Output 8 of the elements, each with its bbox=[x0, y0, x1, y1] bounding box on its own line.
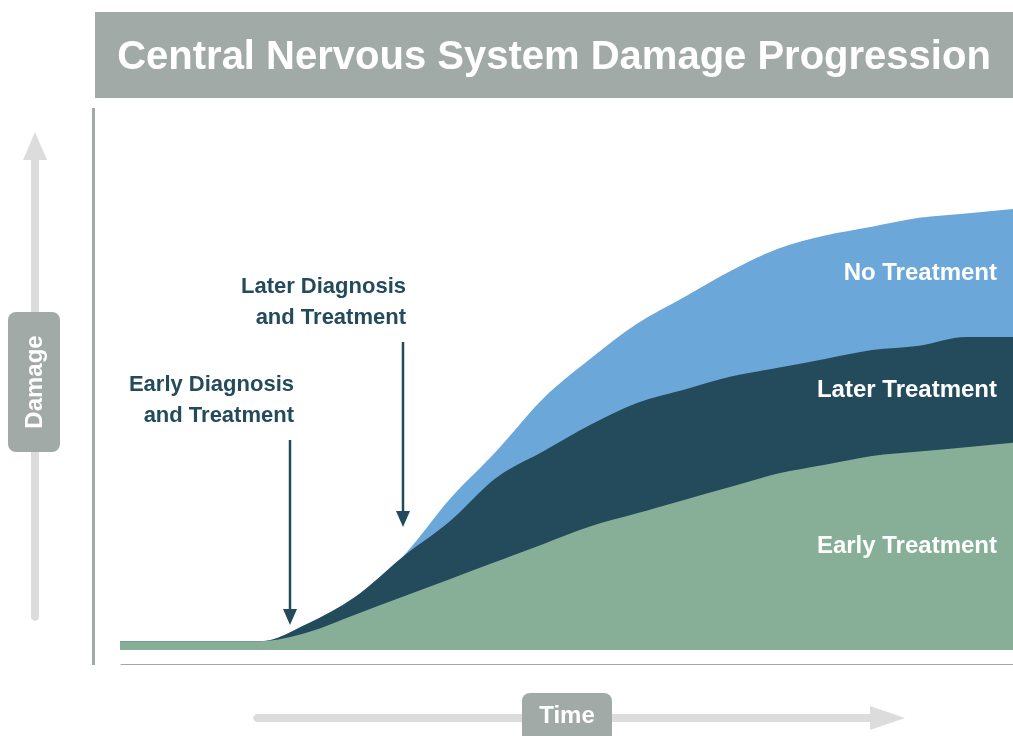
annotation: Early Diagnosis and Treatment bbox=[128, 370, 294, 429]
series-label: No Treatment bbox=[843, 257, 997, 285]
series-label: Later Treatment bbox=[816, 374, 997, 402]
chart-title: Central Nervous System Damage Progression bbox=[95, 12, 1013, 98]
series-label: Early Treatment bbox=[816, 531, 997, 559]
x-axis-title: Time bbox=[522, 693, 612, 736]
y-axis-title: Damage bbox=[20, 335, 48, 429]
annotation: Later Diagnosis and Treatment bbox=[240, 272, 406, 331]
